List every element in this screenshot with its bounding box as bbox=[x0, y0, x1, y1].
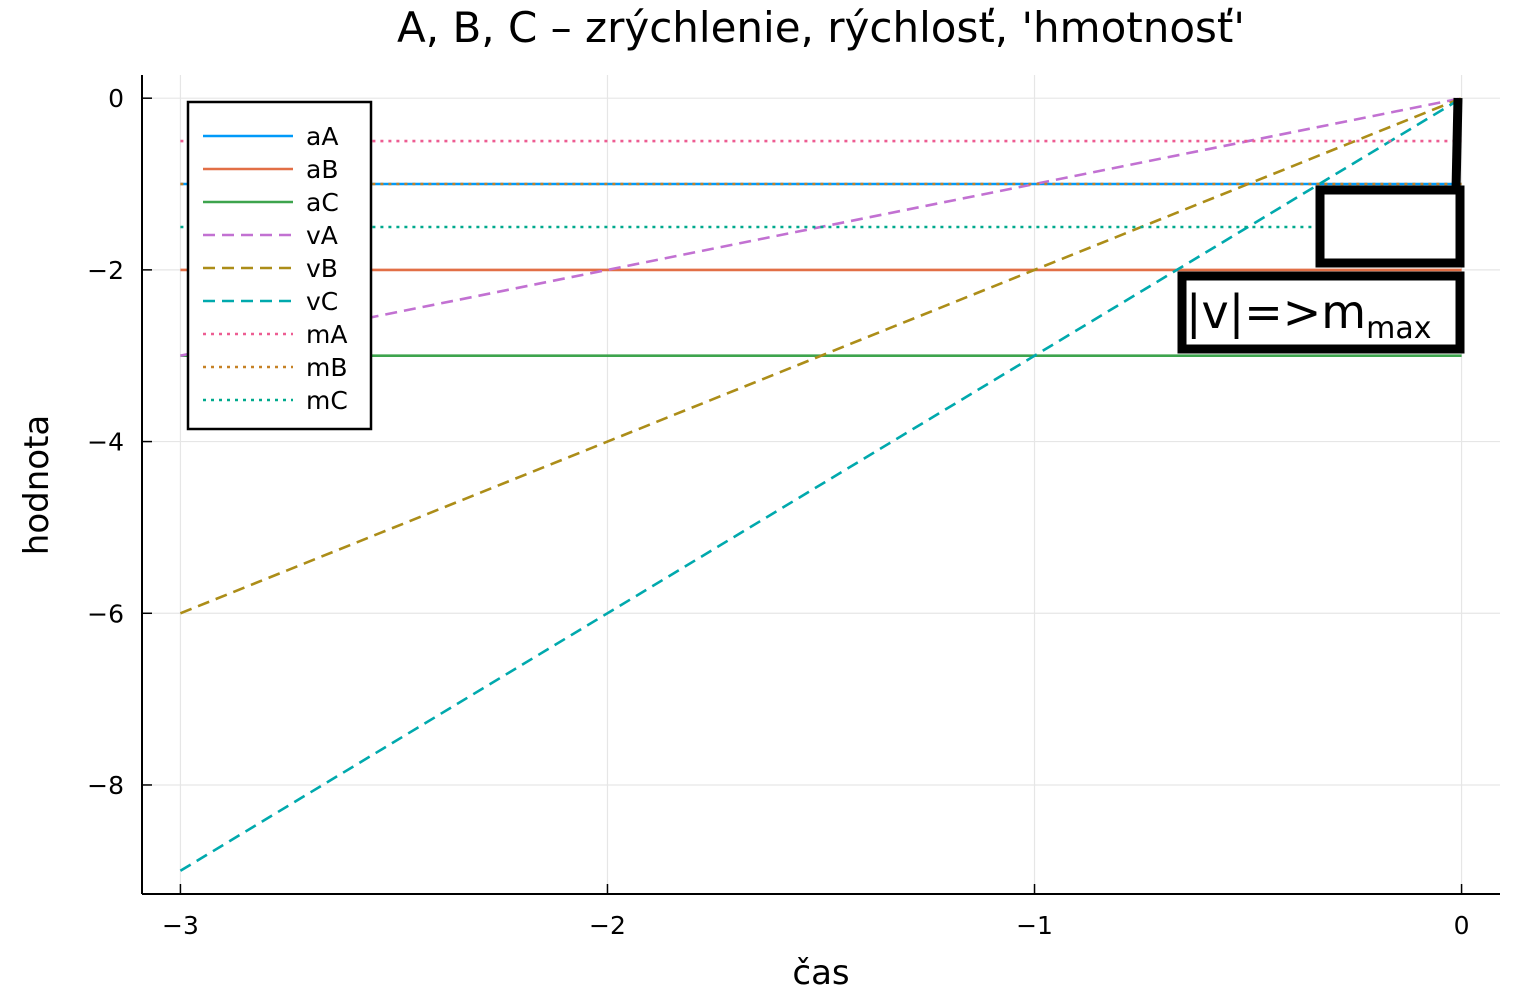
legend-label-aB: aB bbox=[306, 155, 338, 184]
annotation-small-box bbox=[1315, 185, 1465, 268]
legend-label-vC: vC bbox=[306, 287, 338, 316]
x-tick-label: −2 bbox=[589, 911, 626, 940]
legend-label-vB: vB bbox=[306, 254, 338, 283]
annotation-text: |v|=>mmax bbox=[1186, 285, 1432, 346]
y-tick-label: −4 bbox=[87, 428, 124, 457]
series-line-vB bbox=[179, 96, 1463, 615]
y-tick-label: −6 bbox=[87, 599, 124, 628]
series-line-vC bbox=[179, 97, 1463, 872]
plot-series bbox=[179, 96, 1463, 872]
y-tick-label: −8 bbox=[87, 771, 124, 800]
y-axis-label: hodnota bbox=[17, 415, 57, 555]
legend-box bbox=[186, 100, 373, 431]
axes bbox=[141, 75, 1500, 895]
legend-label-aC: aC bbox=[306, 188, 339, 217]
annotation: |v|=>mmax bbox=[1177, 97, 1465, 354]
annotation-text-main: |v|=>m bbox=[1186, 285, 1366, 340]
y-tick-label: −2 bbox=[87, 256, 124, 285]
legend-label-vA: vA bbox=[306, 221, 338, 250]
legend: aA aB aC vA vB vC mA mB mC bbox=[186, 100, 373, 431]
y-tick-label: 0 bbox=[108, 84, 124, 113]
x-tick-label: −1 bbox=[1016, 911, 1053, 940]
chart-title: A, B, C – zrýchlenie, rýchlosť, 'hmotnos… bbox=[397, 3, 1245, 52]
x-axis-label: čas bbox=[792, 953, 849, 993]
annotation-label-box bbox=[1177, 271, 1465, 354]
annotation-text-sub: max bbox=[1366, 311, 1431, 346]
x-tick-label: −3 bbox=[162, 911, 199, 940]
legend-label-mC: mC bbox=[306, 386, 348, 415]
x-tick-label: 0 bbox=[1454, 911, 1470, 940]
legend-label-aA: aA bbox=[306, 122, 338, 151]
ticks: −3 −2 −1 0 0 −2 −4 −6 −8 bbox=[87, 84, 1469, 940]
annotation-pointer-line bbox=[1451, 97, 1463, 191]
legend-label-mA: mA bbox=[306, 320, 347, 349]
legend-label-mB: mB bbox=[306, 353, 348, 382]
